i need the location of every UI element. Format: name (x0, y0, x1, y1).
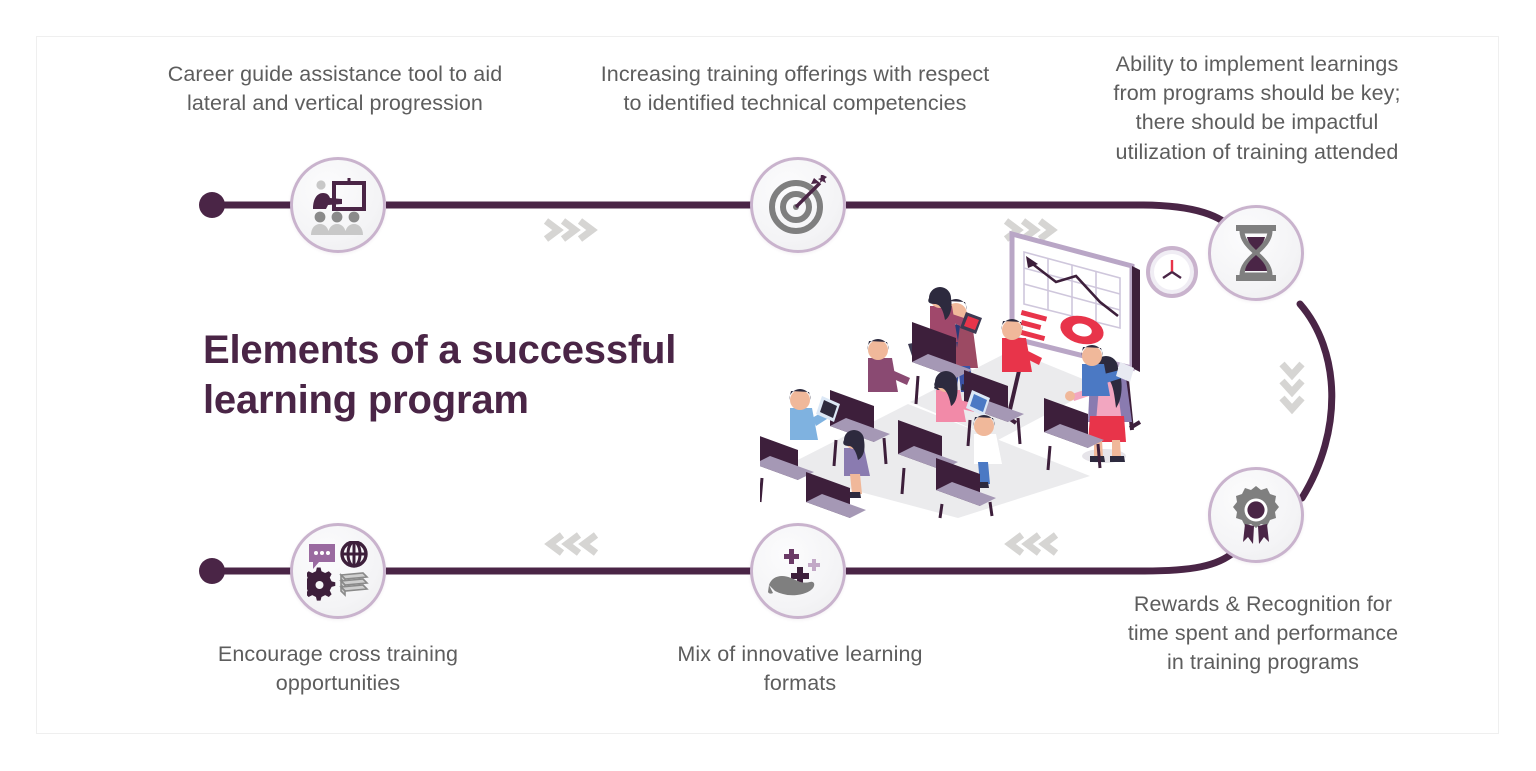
chevrons-left-bottom-1 (1004, 532, 1059, 556)
caption-line: Mix of innovative learning (677, 642, 923, 666)
caption-training-offerings: Increasing training offerings with respe… (540, 60, 1050, 118)
caption-rewards-recognition: Rewards & Recognition for time spent and… (1078, 590, 1448, 678)
headline-line-1: Elements of a successful (203, 328, 677, 372)
caption-line: Rewards & Recognition for (1133, 592, 1393, 616)
chevrons-right-top-1 (543, 218, 598, 242)
target-bullseye-icon (769, 175, 827, 234)
caption-line: to identified technical competencies (623, 91, 967, 116)
caption-line: Increasing training offerings with respe… (600, 62, 990, 86)
caption-line: there should be impactful (1135, 110, 1379, 135)
caption-implement-learnings: Ability to implement learnings from prog… (1062, 50, 1452, 167)
caption-line: from programs should be key; (1113, 81, 1401, 106)
caption-line: utilization of training attended (1115, 139, 1399, 164)
caption-line: in training programs (1166, 650, 1359, 675)
caption-line: time spent and performance (1127, 621, 1399, 646)
node-cross-training[interactable] (290, 523, 386, 619)
chevrons-left-bottom-2 (544, 532, 599, 556)
node-implement-learnings[interactable] (1208, 205, 1304, 301)
page-title: Elements of a successful learning progra… (203, 326, 743, 425)
node-rewards-recognition[interactable] (1208, 467, 1304, 563)
caption-line: Ability to implement learnings (1115, 52, 1399, 76)
caption-line: opportunities (275, 671, 401, 696)
caption-line: Career guide assistance tool to aid (167, 62, 503, 86)
outer-frame (36, 36, 1499, 734)
training-session-illustration (760, 218, 1198, 519)
caption-line: Encourage cross training (217, 642, 459, 666)
node-innovative-formats[interactable] (750, 523, 846, 619)
node-career-guide[interactable] (290, 157, 386, 253)
caption-line: formats (763, 671, 837, 696)
caption-career-guide: Career guide assistance tool to aid late… (105, 60, 565, 118)
caption-innovative-formats: Mix of innovative learning formats (620, 640, 980, 698)
award-rosette-icon (1233, 486, 1279, 544)
node-training-offerings[interactable] (750, 157, 846, 253)
caption-cross-training: Encourage cross training opportunities (168, 640, 508, 698)
headline-line-2: learning program (203, 377, 529, 422)
chevrons-down-right (1279, 361, 1305, 415)
hand-sparkles-icon (768, 549, 820, 596)
caption-line: lateral and vertical progression (187, 91, 483, 116)
presenter-audience-icon (311, 178, 366, 235)
hourglass-icon (1236, 225, 1276, 281)
learning-tools-grid-icon (307, 541, 369, 601)
